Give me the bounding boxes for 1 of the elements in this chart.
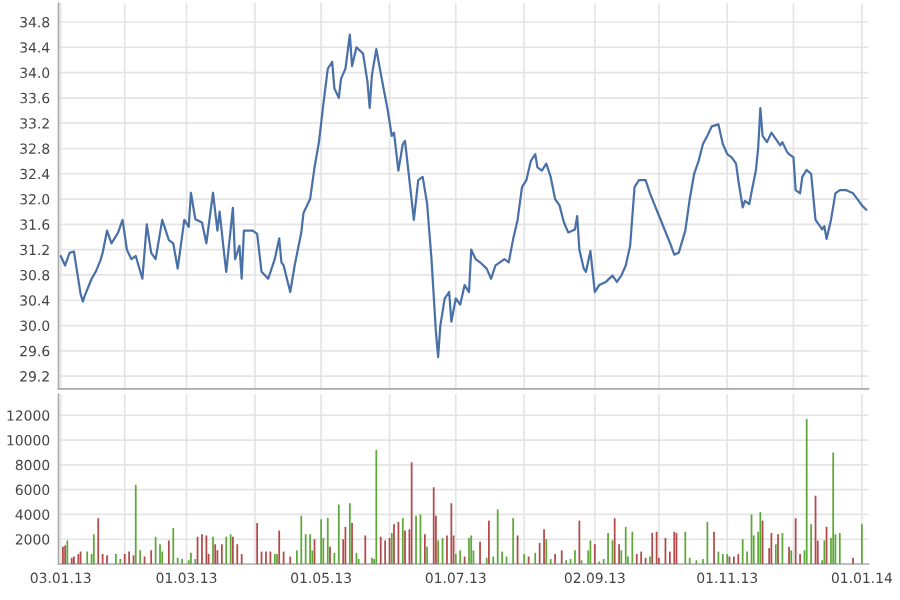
line-series [59, 33, 868, 359]
